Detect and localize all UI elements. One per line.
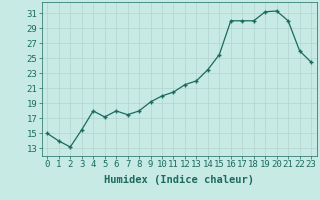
X-axis label: Humidex (Indice chaleur): Humidex (Indice chaleur) xyxy=(104,175,254,185)
